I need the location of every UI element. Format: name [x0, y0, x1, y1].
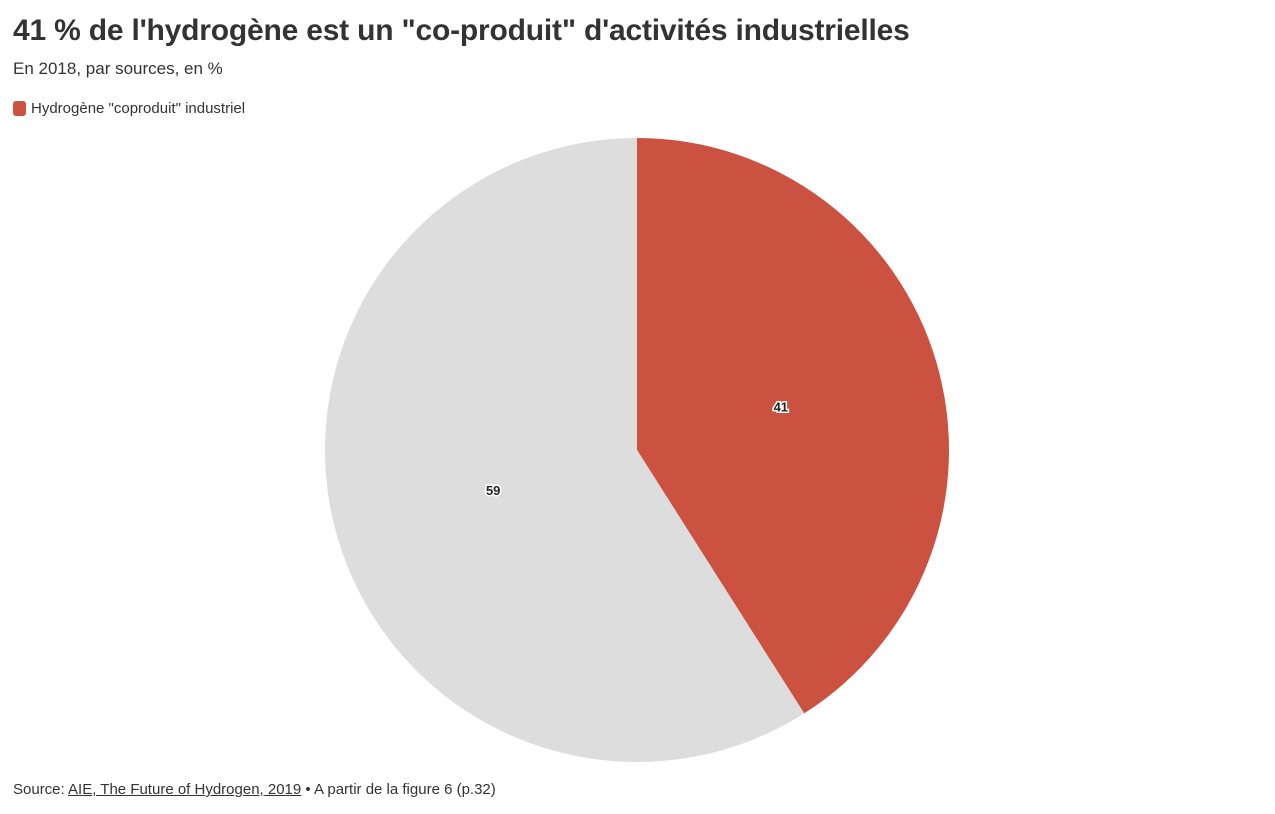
pie-labels: 41 59 — [484, 398, 789, 500]
pie-slice-0 — [637, 138, 950, 714]
pie-data-label-1: 59 — [486, 483, 500, 498]
source-suffix: • A partir de la figure 6 (p.32) — [301, 781, 496, 798]
legend-swatch — [13, 101, 26, 116]
chart-title: 41 % de l'hydrogène est un "co-produit" … — [13, 14, 910, 47]
pie-slice-1 — [325, 138, 805, 762]
pie-data-label-0: 41 — [774, 400, 788, 415]
source-prefix: Source: — [13, 781, 69, 798]
legend-label: Hydrogène "coproduit" industriel — [31, 100, 246, 117]
chart-subtitle: En 2018, par sources, en % — [13, 59, 223, 78]
source-footer: Source: AIE, The Future of Hydrogen, 201… — [13, 781, 496, 798]
source-link[interactable]: AIE, The Future of Hydrogen, 2019 — [68, 781, 302, 798]
pie-slices — [325, 138, 950, 762]
legend: Hydrogène "coproduit" industriel — [13, 100, 245, 117]
